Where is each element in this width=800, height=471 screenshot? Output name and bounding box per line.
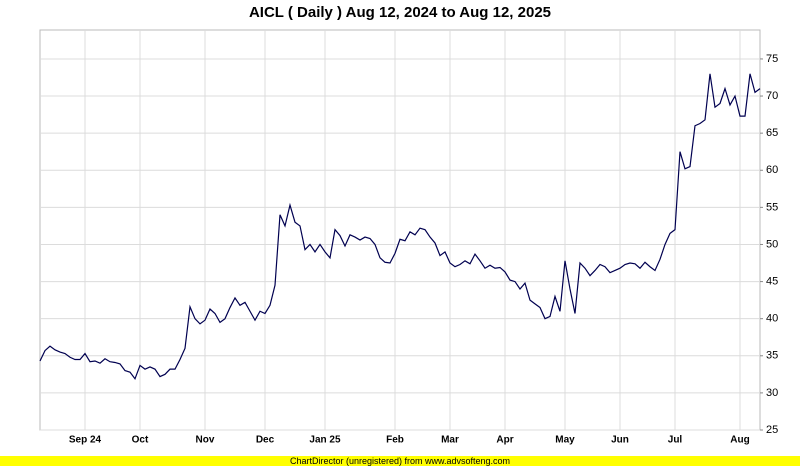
- y-tick-label: 40: [766, 313, 778, 325]
- grid: [40, 30, 763, 431]
- price-line: [39, 73, 761, 381]
- plot-area: [39, 29, 761, 431]
- y-tick-label: 45: [766, 275, 778, 287]
- y-tick-label: 75: [766, 53, 778, 65]
- x-tick-label: Jul: [668, 435, 683, 446]
- footer-bar: [0, 456, 800, 466]
- x-tick-label: Aug: [730, 435, 749, 446]
- y-tick-label: 30: [766, 387, 778, 399]
- x-tick-label: Jun: [611, 435, 629, 446]
- x-tick-label: May: [555, 435, 575, 446]
- y-tick-label: 55: [766, 201, 778, 213]
- y-tick-label: 60: [766, 164, 778, 176]
- x-tick-label: Mar: [441, 435, 459, 446]
- x-tick-label: Oct: [132, 435, 149, 446]
- y-tick-label: 35: [766, 350, 778, 362]
- x-tick-label: Dec: [256, 435, 275, 446]
- x-tick-label: Jan 25: [309, 435, 341, 446]
- y-tick-label: 25: [766, 424, 778, 436]
- x-tick-label: Apr: [496, 435, 513, 446]
- x-tick-label: Nov: [196, 435, 215, 446]
- chart-title: AICL ( Daily ) Aug 12, 2024 to Aug 12, 2…: [249, 4, 551, 21]
- y-tick-label: 70: [766, 90, 778, 102]
- x-tick-label: Sep 24: [69, 435, 102, 446]
- x-tick-label: Feb: [386, 435, 404, 446]
- marks: [39, 73, 761, 381]
- y-tick-label: 65: [766, 127, 778, 139]
- footer: ChartDirector (unregistered) from www.ad…: [290, 456, 510, 466]
- y-tick-label: 50: [766, 238, 778, 250]
